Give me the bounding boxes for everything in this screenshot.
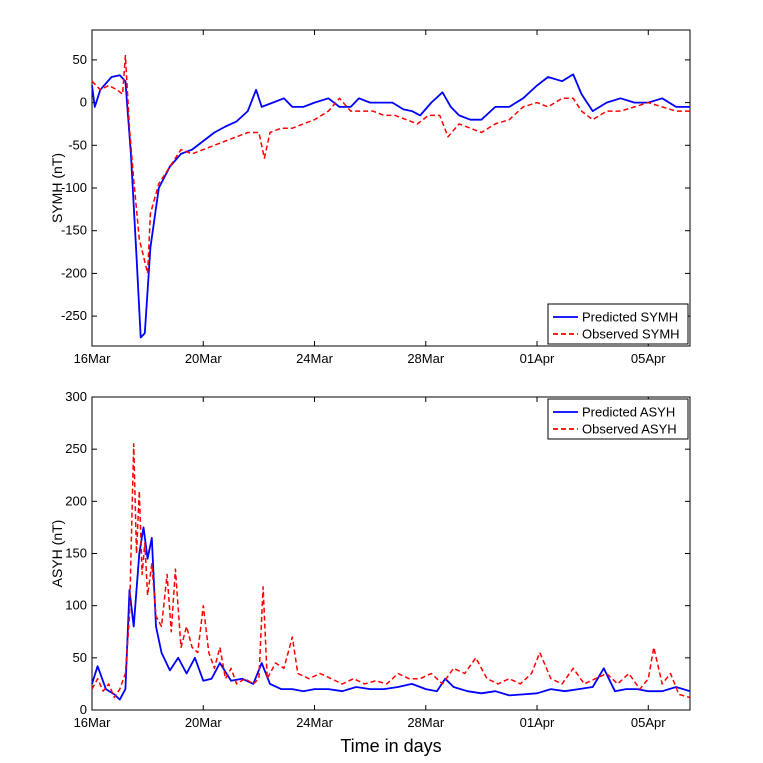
symh-predicted-line <box>91 73 690 339</box>
symh-ytick-label: -50 <box>68 137 87 152</box>
asyh-predicted-line <box>91 526 691 701</box>
symh-ytick-label: -150 <box>61 223 87 238</box>
asyh-ytick-label: 250 <box>65 441 87 456</box>
symh-xtick-label: 01Apr <box>520 351 555 366</box>
asyh-legend-label: Predicted ASYH <box>582 405 675 420</box>
symh-xtick-label: 16Mar <box>74 351 112 366</box>
symh-ytick-label: 50 <box>73 52 87 67</box>
symh-ytick-label: 0 <box>80 95 87 110</box>
asyh-ytick-label: 300 <box>65 389 87 404</box>
asyh-xtick-label: 28Mar <box>407 715 445 730</box>
symh-xtick-label: 24Mar <box>296 351 334 366</box>
asyh-ytick-label: 200 <box>65 493 87 508</box>
symh-xtick-label: 20Mar <box>185 351 223 366</box>
symh-observed-line <box>91 54 690 275</box>
asyh-ytick-label: 100 <box>65 598 87 613</box>
asyh-xtick-label: 16Mar <box>74 715 112 730</box>
asyh-panel: 0 50 100 150 200 250 300 16Mar 20Mar 24Mar 28Mar 01… <box>49 389 691 730</box>
symh-ytick-label: -100 <box>61 180 87 195</box>
asyh-ylabel: ASYH (nT) <box>49 520 65 588</box>
symh-ytick-label: -250 <box>61 308 87 323</box>
asyh-ytick-label: 150 <box>65 546 87 561</box>
asyh-ytick-label: 0 <box>80 702 87 717</box>
symh-ylabel: SYMH (nT) <box>49 153 65 223</box>
symh-legend-label: Predicted SYMH <box>582 310 678 325</box>
asyh-legend-label: Observed ASYH <box>582 422 677 437</box>
symh-ytick-label: -200 <box>61 265 87 280</box>
asyh-xtick-label: 01Apr <box>520 715 555 730</box>
symh-xtick-label: 05Apr <box>631 351 666 366</box>
symh-xtick-label: 28Mar <box>407 351 445 366</box>
symh-legend-box <box>547 303 689 345</box>
asyh-xtick-label: 20Mar <box>185 715 223 730</box>
figure-xlabel: Time in days <box>340 736 441 756</box>
asyh-xtick-label: 05Apr <box>631 715 666 730</box>
asyh-legend-box <box>547 398 689 440</box>
asyh-xtick-label: 24Mar <box>296 715 334 730</box>
symh-panel: -250 -200 -150 -100 -50 0 50 16Mar 20Mar 24Mar 28M… <box>49 29 691 366</box>
asyh-observed-line <box>91 443 691 699</box>
symh-legend-label: Observed SYMH <box>582 327 680 342</box>
asyh-ytick-label: 50 <box>73 650 87 665</box>
